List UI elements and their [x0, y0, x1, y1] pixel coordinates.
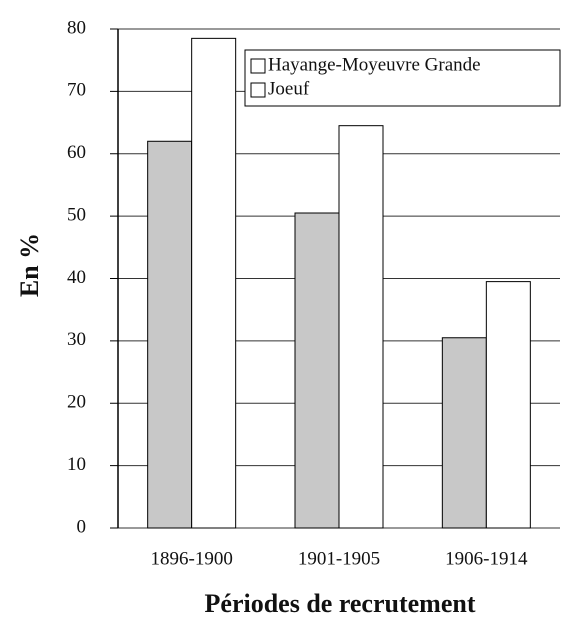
- legend-swatch: [250, 58, 266, 74]
- legend-swatch: [250, 82, 266, 98]
- x-tick-label: 1896-1900: [151, 548, 233, 569]
- y-axis-title: En %: [15, 233, 44, 297]
- y-tick-label: 0: [77, 516, 87, 537]
- y-tick-label: 60: [67, 142, 86, 163]
- x-tick-label: 1901-1905: [298, 548, 380, 569]
- legend-label: Hayange-Moyeuvre Grande: [268, 54, 481, 75]
- y-tick-label: 40: [67, 267, 86, 288]
- bar: [338, 125, 384, 529]
- bar: [191, 37, 237, 529]
- bar: [294, 212, 340, 529]
- y-tick-label: 80: [67, 17, 86, 38]
- y-tick-label: 70: [67, 80, 86, 101]
- y-tick-label: 10: [67, 454, 86, 475]
- x-axis-title: Périodes de recrutement: [205, 589, 476, 618]
- y-tick-label: 30: [67, 329, 86, 350]
- x-tick-label: 1906-1914: [445, 548, 528, 569]
- legend-box: [244, 49, 561, 107]
- bar: [441, 337, 487, 529]
- legend-label: Joeuf: [268, 78, 310, 99]
- bar: [485, 281, 531, 529]
- y-tick-label: 50: [67, 204, 86, 225]
- bar: [147, 140, 193, 529]
- y-tick-label: 20: [67, 392, 86, 413]
